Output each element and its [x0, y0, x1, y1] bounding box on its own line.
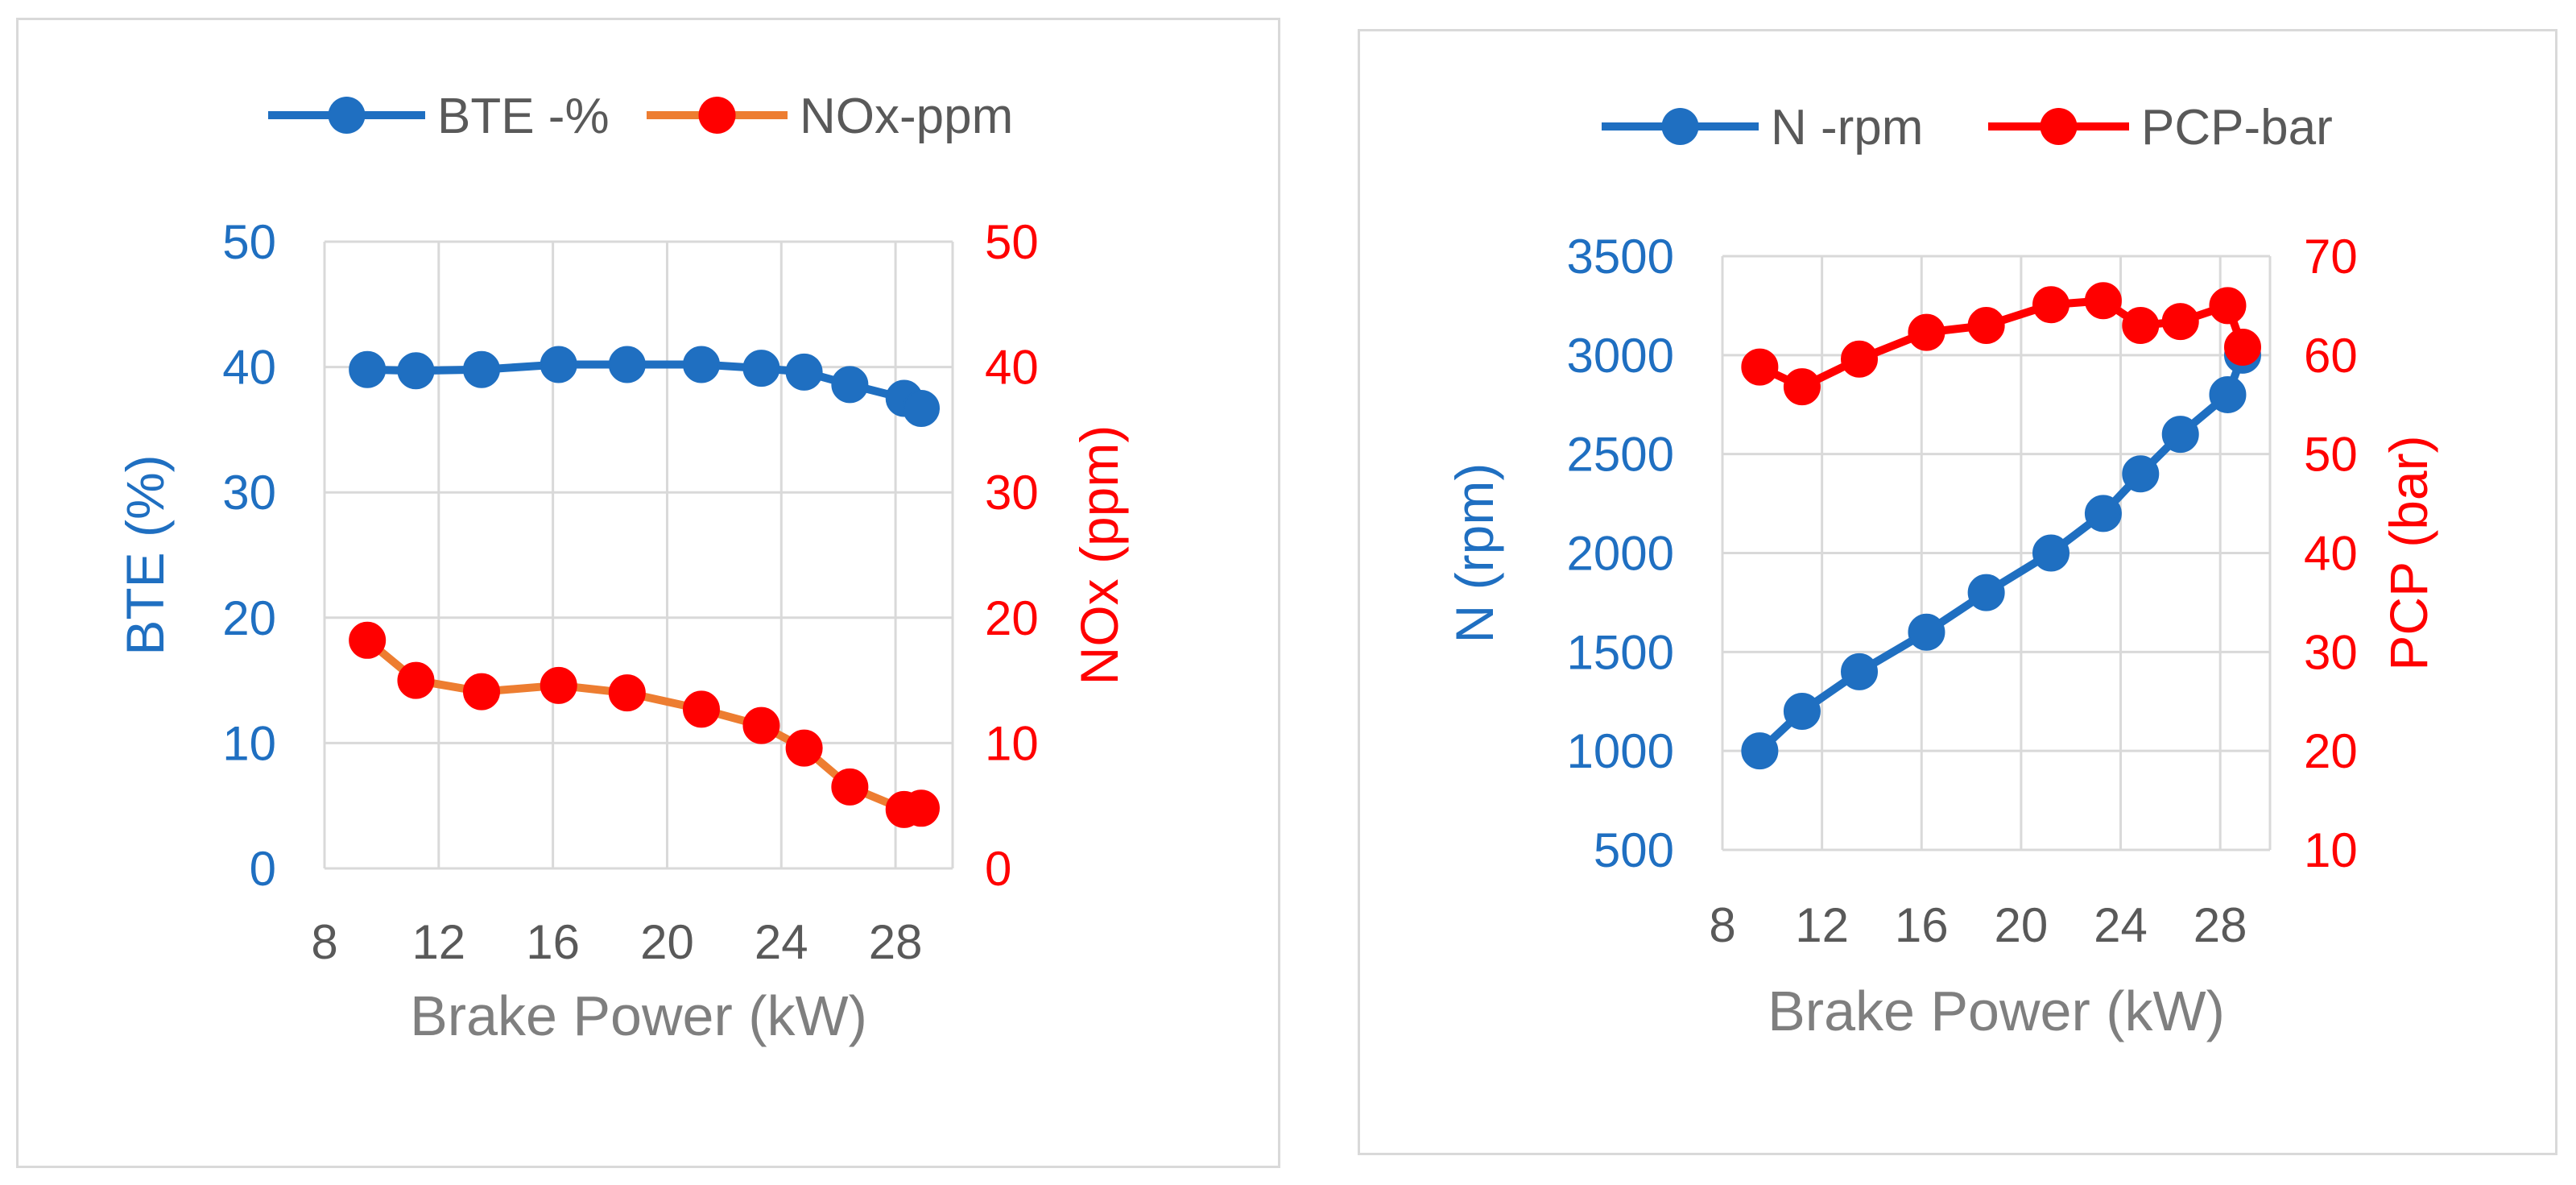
- x-axis-title: Brake Power (kW): [1768, 980, 2225, 1042]
- y-left-axis-title: BTE (%): [115, 454, 175, 655]
- data-point-bte-nox-0: [831, 366, 869, 404]
- x-tick-label: 12: [1795, 898, 1849, 952]
- data-point-bte-nox-1: [785, 729, 823, 767]
- y-right-tick-label: 20: [2304, 724, 2358, 778]
- y-left-tick-label: 3000: [1567, 329, 1674, 383]
- data-point-rpm-pcp-0: [1908, 613, 1945, 651]
- y-right-axis-title: NOx (ppm): [1069, 425, 1129, 686]
- x-tick-label: 12: [411, 915, 465, 969]
- y-right-axis-title: PCP (bar): [2379, 435, 2438, 670]
- data-point-rpm-pcp-1: [2161, 303, 2199, 341]
- data-point-rpm-pcp-1: [2122, 306, 2160, 344]
- data-point-rpm-pcp-0: [1967, 574, 2005, 611]
- data-point-bte-nox-0: [349, 350, 387, 388]
- legend-label: N -rpm: [1771, 100, 1923, 155]
- x-tick-label: 20: [1995, 898, 2049, 952]
- y-left-axis-title: N (rpm): [1445, 463, 1504, 644]
- data-point-rpm-pcp-0: [2084, 495, 2122, 532]
- data-point-rpm-pcp-0: [1841, 653, 1878, 690]
- chart-panel-rpm-pcp: 500 1000 1500 2000 2500 3000 3500 10 20 30 40 50 60 7…: [1358, 29, 2557, 1155]
- y-right-tick-label: 0: [985, 842, 1011, 896]
- y-left-tick-label: 1500: [1567, 625, 1674, 679]
- data-point-bte-nox-1: [463, 673, 500, 711]
- data-point-bte-nox-0: [397, 352, 435, 390]
- data-point-rpm-pcp-1: [1783, 368, 1821, 406]
- x-tick-label: 20: [640, 915, 694, 969]
- data-point-bte-nox-1: [742, 706, 780, 744]
- y-right-tick-label: 30: [985, 466, 1039, 520]
- data-point-rpm-pcp-0: [2209, 375, 2247, 413]
- y-right-tick-label: 50: [2304, 428, 2358, 482]
- data-point-rpm-pcp-1: [2084, 282, 2122, 320]
- data-point-rpm-pcp-1: [1741, 348, 1779, 386]
- data-point-rpm-pcp-1: [2032, 286, 2069, 324]
- x-tick-label: 28: [2194, 898, 2247, 952]
- chart-panel-bte-nox: 0 10 20 30 40 50 0 10 20 30 40 50 8 12 16 20 24 28 Brake P…: [16, 18, 1280, 1168]
- data-point-bte-nox-1: [831, 768, 869, 806]
- y-right-tick-label: 40: [2304, 527, 2358, 581]
- x-axis-title: Brake Power (kW): [410, 984, 867, 1047]
- x-tick-label: 16: [1895, 898, 1949, 952]
- y-right-tick-label: 10: [2304, 823, 2358, 877]
- legend-label: PCP-bar: [2141, 100, 2333, 155]
- data-point-bte-nox-0: [463, 350, 500, 388]
- y-right-tick-label: 50: [985, 215, 1039, 269]
- y-left-tick-label: 2000: [1567, 527, 1674, 581]
- legend-marker: [328, 97, 366, 134]
- x-tick-label: 8: [1709, 898, 1735, 952]
- legend-marker: [2040, 108, 2078, 145]
- data-point-bte-nox-1: [397, 661, 435, 699]
- data-point-rpm-pcp-1: [2224, 329, 2261, 367]
- data-point-rpm-pcp-0: [1741, 732, 1779, 770]
- data-point-bte-nox-0: [785, 353, 823, 391]
- legend-label: NOx-ppm: [800, 89, 1013, 144]
- data-point-bte-nox-0: [608, 346, 646, 383]
- x-tick-label: 8: [311, 915, 337, 969]
- y-left-tick-label: 3500: [1567, 230, 1674, 284]
- y-right-tick-label: 70: [2304, 230, 2358, 284]
- data-point-bte-nox-1: [349, 621, 387, 659]
- data-point-bte-nox-1: [683, 690, 720, 728]
- y-right-tick-label: 20: [985, 591, 1039, 645]
- y-left-tick-label: 20: [222, 591, 276, 645]
- y-right-tick-label: 30: [2304, 625, 2358, 679]
- data-point-bte-nox-0: [540, 346, 577, 383]
- x-tick-label: 24: [755, 915, 808, 969]
- y-right-tick-label: 60: [2304, 329, 2358, 383]
- y-left-tick-label: 30: [222, 466, 276, 520]
- data-point-bte-nox-1: [540, 666, 577, 704]
- data-point-rpm-pcp-0: [2032, 534, 2069, 572]
- x-tick-label: 28: [869, 915, 923, 969]
- y-right-tick-label: 40: [985, 341, 1039, 395]
- data-point-bte-nox-1: [903, 789, 940, 827]
- data-point-bte-nox-0: [903, 389, 940, 427]
- data-point-rpm-pcp-0: [2122, 455, 2160, 493]
- data-point-bte-nox-0: [742, 350, 780, 387]
- data-point-rpm-pcp-0: [2161, 416, 2199, 454]
- y-left-tick-label: 50: [222, 215, 276, 269]
- y-left-tick-label: 10: [222, 716, 276, 770]
- data-point-bte-nox-1: [608, 674, 646, 712]
- data-point-rpm-pcp-1: [2209, 287, 2247, 325]
- y-left-tick-label: 0: [250, 842, 276, 896]
- y-left-tick-label: 40: [222, 341, 276, 395]
- y-left-tick-label: 500: [1594, 823, 1674, 877]
- x-tick-label: 16: [526, 915, 580, 969]
- y-left-tick-label: 1000: [1567, 724, 1674, 778]
- data-point-rpm-pcp-1: [1908, 313, 1945, 351]
- legend-label: BTE -%: [437, 89, 610, 144]
- chart-rpm-pcp: 500 1000 1500 2000 2500 3000 3500 10 20 30 40 50 60 7…: [1445, 100, 2438, 1042]
- y-right-tick-label: 10: [985, 716, 1039, 770]
- data-point-rpm-pcp-0: [1783, 693, 1821, 731]
- legend-marker: [1661, 108, 1699, 145]
- data-point-rpm-pcp-1: [1967, 306, 2005, 344]
- data-point-rpm-pcp-1: [1841, 340, 1878, 378]
- data-point-bte-nox-0: [683, 346, 720, 383]
- y-left-tick-label: 2500: [1567, 428, 1674, 482]
- legend-marker: [698, 97, 736, 134]
- x-tick-label: 24: [2094, 898, 2148, 952]
